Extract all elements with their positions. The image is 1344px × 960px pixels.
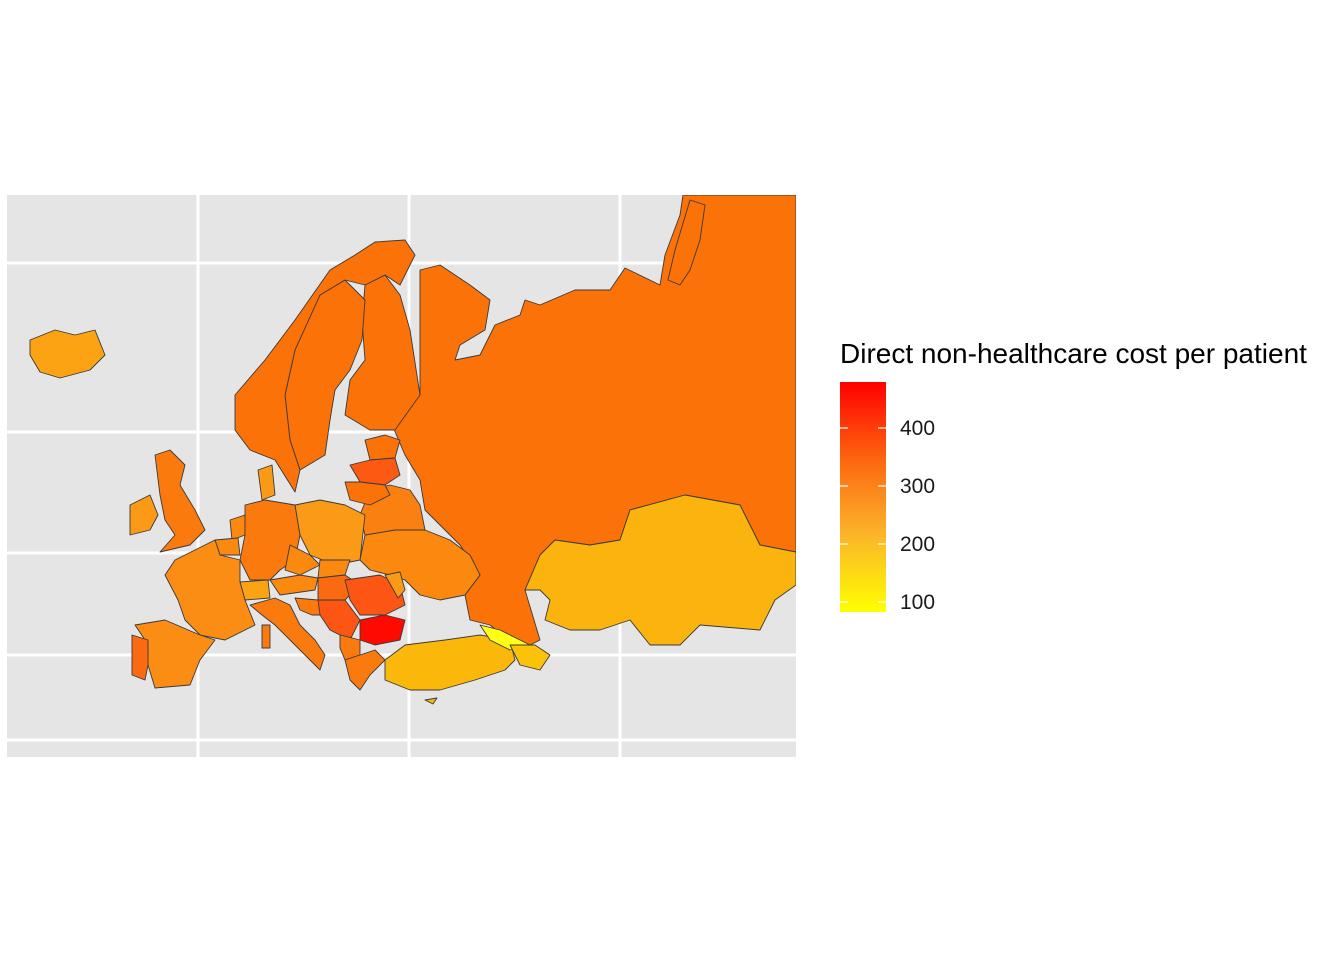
legend-tick-label: 400 [900, 417, 936, 440]
region-poland[interactable] [294, 499, 366, 566]
region-denmark[interactable] [257, 464, 276, 501]
region-portugal[interactable] [131, 634, 149, 681]
region-germany[interactable] [239, 499, 301, 581]
region-italy[interactable] [249, 597, 326, 671]
region-bulgaria[interactable] [359, 614, 406, 646]
region-lithuania[interactable] [344, 481, 391, 506]
region-romania[interactable] [344, 574, 406, 616]
region-cyprus[interactable] [424, 697, 438, 705]
legend-tick-label: 200 [900, 533, 936, 556]
region-novaya-zemlya[interactable] [667, 199, 706, 286]
legend-tick-marks [840, 427, 886, 603]
legend-colorbar [840, 382, 886, 612]
region-austria[interactable] [269, 574, 319, 596]
region-ukraine[interactable] [359, 529, 481, 601]
region-france[interactable] [164, 539, 256, 641]
region-greece[interactable] [344, 649, 386, 691]
region-norway[interactable] [234, 239, 416, 493]
region-czechia[interactable] [284, 544, 321, 576]
region-ireland[interactable] [129, 494, 159, 536]
region-kazakhstan[interactable] [524, 494, 796, 646]
region-turkey[interactable] [384, 634, 516, 691]
region-estonia[interactable] [364, 434, 401, 461]
region-corsica-sardinia[interactable] [261, 624, 271, 649]
legend-title: Direct non-healthcare cost per patient [840, 338, 1307, 369]
region-moldova[interactable] [384, 571, 406, 599]
legend-tick-label: 100 [900, 591, 936, 614]
region-uk[interactable] [154, 449, 206, 553]
legend-tick-label: 300 [900, 475, 936, 498]
region-iceland[interactable] [29, 329, 106, 379]
region-armenia-azerbaijan[interactable] [509, 644, 551, 671]
